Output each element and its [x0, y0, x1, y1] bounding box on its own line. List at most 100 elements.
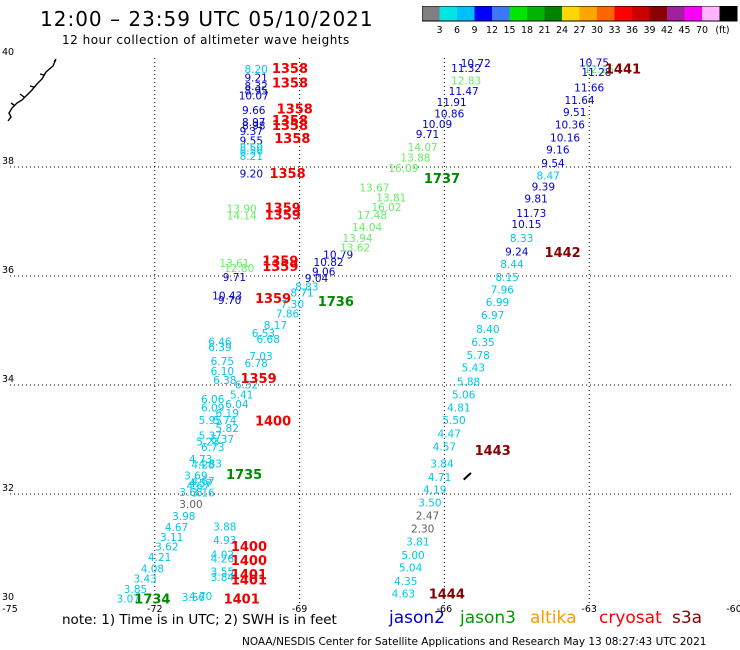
colorbar-swatch	[492, 6, 510, 21]
wave-height-label: 6.37	[211, 434, 234, 446]
wave-height-label: 13.62	[340, 243, 370, 255]
wave-height-label: 11.66	[574, 82, 604, 94]
wave-height-label: 3.84	[430, 458, 454, 470]
wave-height-label: 9.71	[223, 272, 246, 284]
colorbar-swatch	[509, 6, 527, 21]
wave-height-label: 7.03	[249, 351, 272, 363]
wave-height-label: 9.66	[242, 105, 266, 117]
pass-time-label: 1444	[429, 588, 465, 603]
wave-height-label: 5.78	[466, 350, 489, 362]
wave-height-label: 13.67	[359, 183, 389, 195]
colorbar-tick: 3	[436, 25, 442, 36]
wave-height-label: 4.67	[187, 480, 210, 492]
wave-height-label: 6.75	[211, 356, 234, 368]
colorbar-tick: 45	[678, 25, 690, 36]
wave-height-label: 3.07	[117, 594, 140, 606]
pass-time-label: 1400	[231, 554, 267, 569]
wave-height-label: 6.78	[244, 358, 267, 370]
wave-height-label: 10.79	[323, 250, 353, 262]
wave-height-label: 4.73	[189, 454, 212, 466]
pass-time-label: 1400	[255, 414, 291, 429]
wave-height-label: 9.81	[524, 194, 547, 206]
wave-height-label: 4.70	[189, 591, 212, 603]
pass-time-label: 1358	[272, 62, 308, 77]
pass-time-label: 1358	[272, 119, 308, 134]
wave-height-label: 8.17	[264, 320, 287, 332]
wave-height-label: 3.50	[418, 498, 441, 510]
colorbar-swatch	[667, 6, 685, 21]
wave-height-label: 4.02	[211, 549, 234, 561]
colorbar-swatch	[719, 6, 737, 21]
wave-height-label: 4.57	[433, 442, 456, 454]
colorbar-frame	[422, 6, 738, 22]
wave-height-label: 4.67	[191, 476, 214, 488]
y-tick-label: 32	[2, 483, 14, 494]
colorbar-swatch	[579, 6, 597, 21]
track-marker	[463, 472, 472, 481]
pass-time-label: 1359	[265, 201, 301, 216]
colorbar-swatch	[684, 6, 702, 21]
pass-time-label: 1359	[265, 208, 301, 223]
wave-height-label: 5.06	[452, 389, 476, 401]
wave-height-label: 8.47	[536, 171, 559, 183]
wave-height-label: 8.44	[500, 259, 524, 271]
wave-height-label: 3.62	[155, 541, 178, 553]
footer-credit: NOAA/NESDIS Center for Satellite Applica…	[242, 636, 707, 648]
wave-height-label: 11.32	[451, 63, 481, 75]
wave-height-label: 8.56	[240, 146, 264, 158]
wave-height-label: 4.47	[438, 429, 461, 441]
wave-height-label: 13.90	[227, 203, 257, 215]
wave-height-label: 5.23	[196, 437, 219, 449]
wave-height-label: 3.84	[211, 572, 235, 584]
wave-height-label: 3.43	[133, 573, 156, 585]
wave-height-label: 14.04	[352, 222, 382, 234]
x-tick-label: -60	[726, 604, 740, 615]
wave-height-label: 10.16	[550, 133, 580, 145]
wave-height-label: 8.98	[242, 121, 265, 133]
pass-time-label: 1734	[134, 593, 170, 608]
wave-height-label: 10.82	[314, 257, 344, 269]
wave-height-label: 14.14	[227, 211, 257, 223]
wave-height-label: 12.80	[224, 263, 254, 275]
wave-height-label: 6.32	[235, 379, 258, 391]
wave-height-label: 6.68	[257, 334, 280, 346]
wave-height-label: 9.21	[244, 73, 267, 85]
wave-height-label: 12.16	[584, 64, 614, 76]
wave-height-label: 4.71	[428, 472, 451, 484]
wave-height-label: 9.39	[532, 182, 555, 194]
wave-height-label: 6.38	[213, 375, 236, 387]
pass-time-label: 1359	[255, 292, 291, 307]
pass-time-label: 1401	[231, 574, 267, 589]
wave-height-label: 6.46	[208, 336, 232, 348]
wave-height-label: 2.30	[411, 523, 434, 535]
pass-time-label: 1441	[605, 62, 641, 77]
wave-height-label: 4.67	[165, 522, 188, 534]
wave-height-label: 9.06	[312, 267, 336, 279]
colorbar-swatch	[422, 6, 440, 21]
wave-height-label: 7.30	[281, 299, 304, 311]
colorbar-tick: 12	[486, 25, 498, 36]
colorbar-swatch	[614, 6, 632, 21]
wave-height-label: 3.55	[211, 566, 234, 578]
wave-height-label: 9.37	[240, 126, 263, 138]
wave-height-label: 4.28	[191, 460, 214, 472]
wave-height-label: 9.55	[240, 135, 263, 147]
wave-height-label: 5.74	[213, 415, 237, 427]
wave-height-label: 6.99	[486, 297, 509, 309]
x-tick-label: -72	[147, 604, 163, 615]
colorbar-swatch	[439, 6, 457, 21]
wave-height-label: 8.40	[476, 324, 499, 336]
x-tick-label: -63	[581, 604, 597, 615]
wave-height-label: 8.32	[244, 81, 267, 93]
colorbar-swatch	[474, 6, 492, 21]
pass-time-label: 1401	[231, 568, 267, 583]
wave-height-label: 4.26	[211, 553, 235, 565]
wave-height-label: 13.94	[342, 233, 372, 245]
wave-height-label: 9.24	[505, 246, 529, 258]
colorbar-tick: 39	[643, 25, 655, 36]
wave-height-label: 8.20	[244, 64, 267, 76]
wave-height-label: 7.86	[276, 309, 300, 321]
colorbar-tick: 36	[626, 25, 638, 36]
pass-time-label: 1401	[224, 593, 260, 608]
